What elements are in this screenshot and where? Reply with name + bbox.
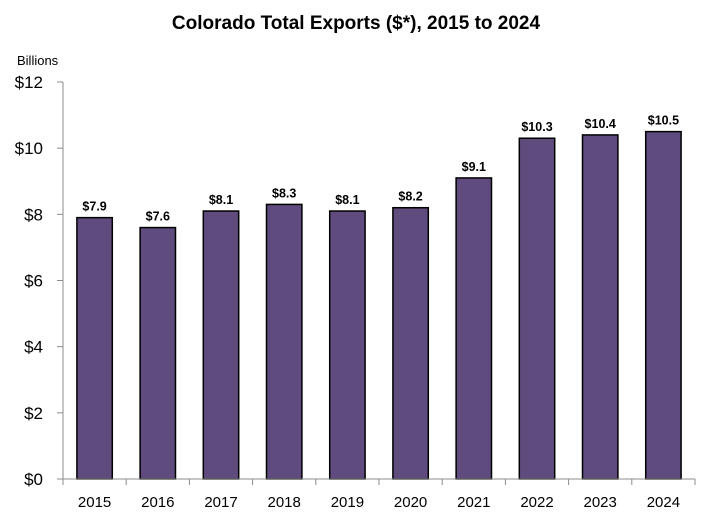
y-tick-label: $4 bbox=[24, 338, 43, 357]
bar-2021 bbox=[455, 177, 493, 480]
bar-2020 bbox=[392, 206, 430, 480]
bar-2019 bbox=[328, 210, 366, 480]
data-label-2017: $8.1 bbox=[209, 193, 233, 207]
x-tick-label-2016: 2016 bbox=[141, 494, 174, 511]
x-tick-label-2021: 2021 bbox=[457, 494, 490, 511]
x-tick-label-2022: 2022 bbox=[520, 494, 553, 511]
y-tick-label: $8 bbox=[24, 205, 43, 224]
data-label-2020: $8.2 bbox=[398, 190, 422, 204]
x-tick-label-2019: 2019 bbox=[331, 494, 364, 511]
x-tick-label-2015: 2015 bbox=[78, 494, 111, 511]
y-tick-label: $12 bbox=[15, 73, 43, 92]
x-tick-label-2024: 2024 bbox=[647, 494, 680, 511]
chart-title: Colorado Total Exports ($*), 2015 to 202… bbox=[172, 13, 541, 34]
y-tick-label: $10 bbox=[15, 139, 43, 158]
data-label-2019: $8.1 bbox=[335, 193, 359, 207]
data-label-2021: $9.1 bbox=[462, 160, 486, 174]
x-axis: 2015 2016 2017 2018 2019 2020 2021 2022 2023 2024 bbox=[62, 478, 696, 511]
bar-2023 bbox=[581, 134, 619, 480]
data-label-2022: $10.3 bbox=[521, 120, 552, 134]
data-label-2024: $10.5 bbox=[648, 114, 679, 128]
data-label-2023: $10.4 bbox=[585, 117, 616, 131]
bar-2016 bbox=[139, 226, 177, 480]
x-tick-label-2023: 2023 bbox=[584, 494, 617, 511]
bar-2015 bbox=[76, 216, 114, 480]
bar-2024 bbox=[644, 130, 682, 480]
y-tick-label: $0 bbox=[24, 470, 43, 489]
data-label-2018: $8.3 bbox=[272, 186, 296, 200]
data-label-2015: $7.9 bbox=[82, 200, 106, 214]
x-tick-label-2017: 2017 bbox=[204, 494, 237, 511]
y-tick-label: $2 bbox=[24, 404, 43, 423]
x-tick-label-2020: 2020 bbox=[394, 494, 427, 511]
data-label-2016: $7.6 bbox=[146, 210, 170, 224]
x-tick-label-2018: 2018 bbox=[268, 494, 301, 511]
bar-2018 bbox=[265, 203, 303, 480]
bars: $7.9 $7.6 $8.1 $8.3 $8.1 $8.2 $9.1 $10.3 $10.4 $1… bbox=[76, 114, 682, 480]
y-axis: $0 $2 $4 $6 $8 $10 $12 bbox=[15, 73, 64, 489]
y-unit-label: Billions bbox=[17, 53, 59, 68]
y-tick-label: $6 bbox=[24, 272, 43, 291]
bar-2017 bbox=[202, 210, 240, 480]
bar-2022 bbox=[518, 137, 556, 480]
